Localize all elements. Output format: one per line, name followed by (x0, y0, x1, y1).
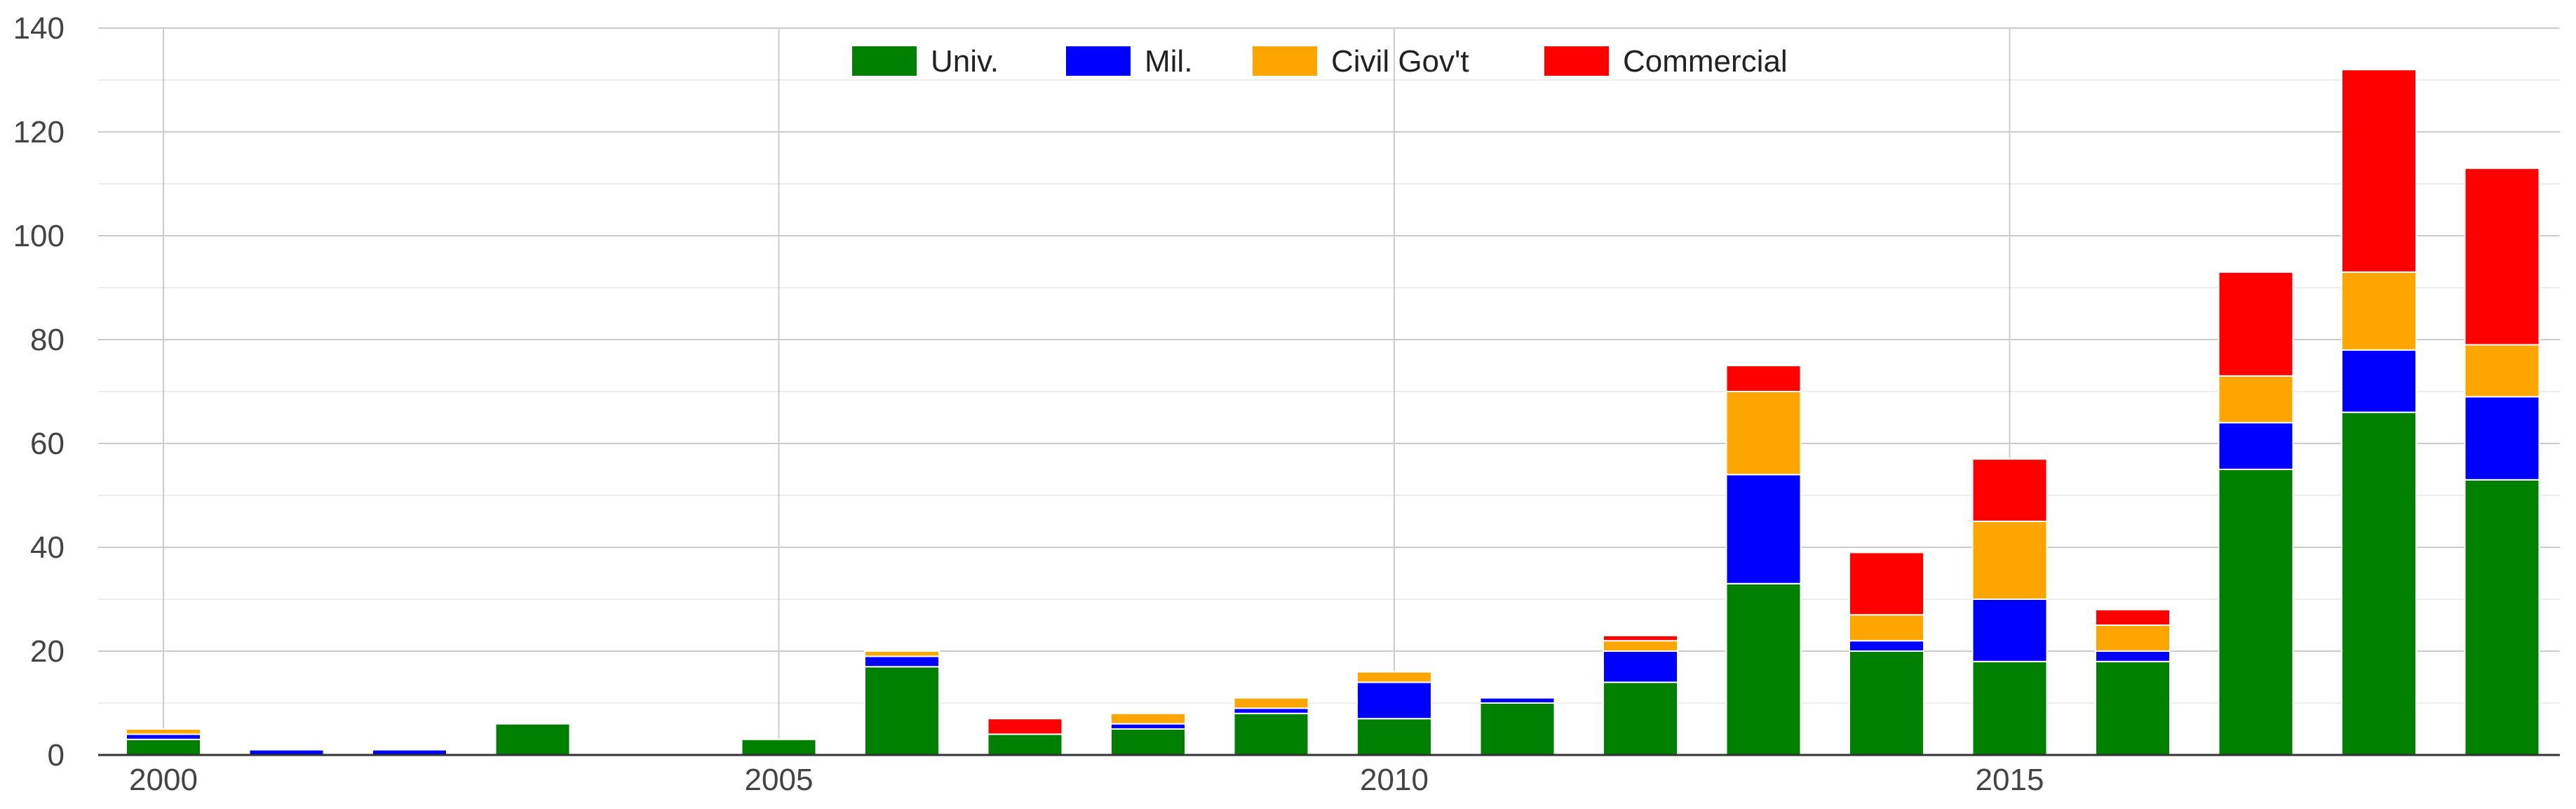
legend-swatch (1253, 46, 1317, 76)
bar-segment-civil-gov-t (1233, 697, 1309, 709)
bar-segment-civil-gov-t (1849, 614, 1924, 642)
bar-segment-mil (1110, 723, 1186, 730)
bar-segment-mil (1971, 599, 2048, 662)
bar-segment-mil (2218, 422, 2294, 471)
bar-segment-univ (864, 666, 940, 756)
bar-segment-commercial (2341, 69, 2417, 273)
bars (126, 69, 2540, 756)
legend: Univ. Mil. Civil Gov't Commercial (852, 44, 1788, 79)
bar-segment-univ (987, 733, 1063, 756)
y-tick-label: 140 (13, 11, 65, 46)
bar-segment-mil (1233, 707, 1309, 714)
gridlines (98, 27, 2560, 755)
bar-segment-univ (1971, 660, 2048, 756)
bar-segment-civil-gov-t (1356, 671, 1432, 683)
bar-segment-civil-gov-t (2341, 271, 2417, 351)
bar-segment-univ (1725, 582, 1802, 756)
bar-segment-civil-gov-t (2218, 375, 2294, 424)
y-tick-label: 100 (13, 219, 65, 253)
y-tick-label: 40 (30, 530, 65, 565)
bar-segment-mil (1479, 697, 1556, 704)
bar-segment-commercial (2095, 608, 2171, 626)
bar-segment-civil-gov-t (864, 650, 940, 657)
legend-swatch (1544, 46, 1609, 76)
y-tick-label: 120 (13, 115, 65, 149)
legend-label: Civil Gov't (1331, 44, 1469, 79)
bar-segment-commercial (1725, 365, 1802, 392)
bar-segment-civil-gov-t (1603, 640, 1678, 653)
bar-segment-mil (1725, 474, 1802, 584)
axes: 0 20 40 60 80 100 120 140 2000 2005 2010 2015 (13, 11, 2560, 797)
bar-segment-univ (2464, 479, 2540, 756)
legend-label: Mil. (1145, 44, 1192, 79)
bar-segment-univ (1849, 650, 1924, 756)
bar-segment-mil (2095, 650, 2171, 662)
bar-segment-commercial (1971, 458, 2048, 523)
bar-segment-univ (1110, 728, 1186, 756)
legend-label: Univ. (931, 44, 999, 79)
bar-segment-mil (2341, 349, 2417, 413)
bar-segment-univ (1603, 681, 1678, 756)
bar-segment-commercial (1849, 551, 1924, 616)
legend-swatch (852, 46, 917, 76)
bar-segment-civil-gov-t (1725, 391, 1802, 476)
y-tick-label: 0 (48, 738, 65, 773)
bar-segment-mil (126, 733, 201, 740)
bar-segment-mil (1356, 681, 1432, 720)
bar-segment-univ (741, 738, 817, 756)
bar-segment-civil-gov-t (2095, 624, 2171, 652)
x-tick-label: 2005 (745, 763, 814, 797)
bar-segment-commercial (1603, 634, 1678, 642)
bar-segment-univ (1356, 718, 1432, 756)
bar-segment-mil (1849, 640, 1924, 653)
bar-segment-commercial (987, 718, 1063, 735)
bar-segment-civil-gov-t (1971, 521, 2048, 600)
bar-segment-univ (494, 723, 571, 756)
bar-segment-civil-gov-t (1110, 712, 1186, 725)
bar-segment-commercial (2218, 271, 2294, 377)
x-tick-label: 2010 (1360, 763, 1429, 797)
bar-segment-mil (2464, 396, 2540, 481)
bar-segment-commercial (2464, 167, 2540, 346)
bar-segment-univ (1479, 702, 1556, 756)
legend-label: Commercial (1623, 44, 1788, 79)
bar-segment-mil (864, 655, 940, 668)
bar-segment-civil-gov-t (2464, 344, 2540, 398)
bar-segment-univ (2341, 411, 2417, 756)
bar-segment-univ (126, 738, 201, 756)
bar-segment-univ (2218, 469, 2294, 756)
bar-segment-univ (2095, 660, 2171, 756)
y-tick-label: 20 (30, 634, 65, 669)
x-tick-label: 2000 (129, 763, 198, 797)
legend-swatch (1066, 46, 1131, 76)
y-tick-label: 60 (30, 427, 65, 461)
x-tick-label: 2015 (1976, 763, 2044, 797)
bar-segment-mil (1603, 650, 1678, 683)
bar-segment-univ (1233, 712, 1309, 756)
y-tick-label: 80 (30, 323, 65, 357)
bar-segment-civil-gov-t (126, 728, 201, 735)
